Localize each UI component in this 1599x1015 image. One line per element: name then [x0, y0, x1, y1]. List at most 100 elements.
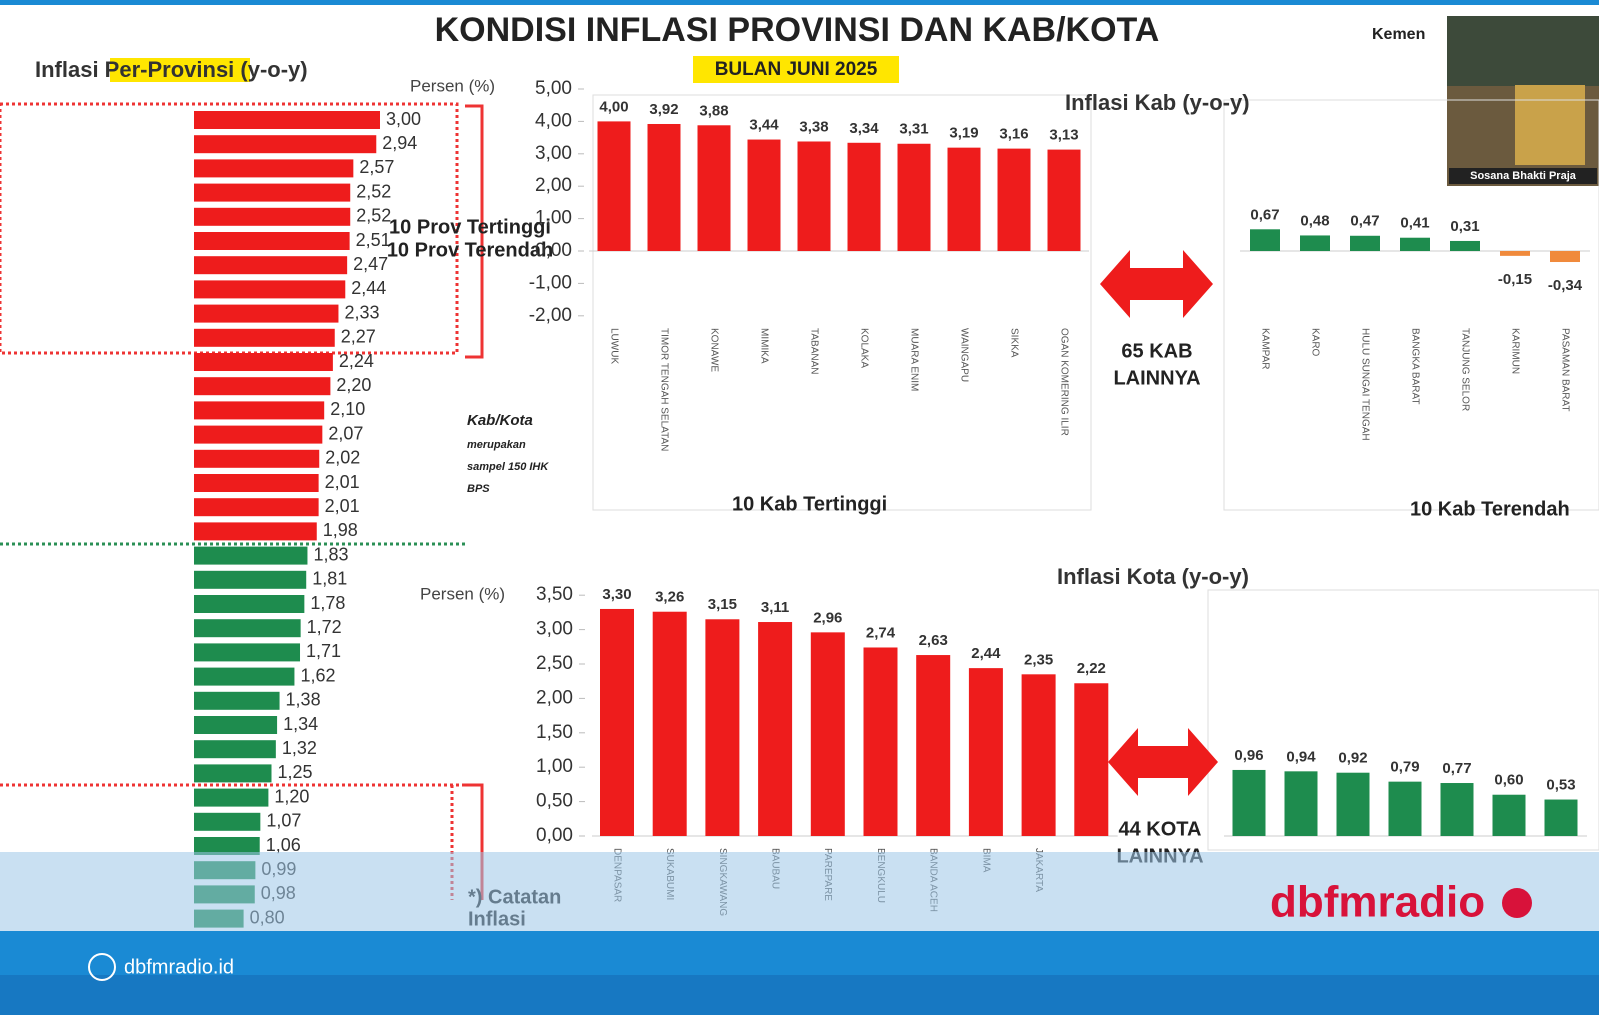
- value-label: -0,34: [1548, 277, 1583, 294]
- bar: [194, 111, 380, 129]
- value-label: 2,22: [1077, 660, 1106, 677]
- value-label: 3,92: [649, 101, 678, 118]
- bar: [194, 764, 272, 783]
- bar: [1284, 771, 1318, 836]
- bar: [194, 449, 320, 468]
- bar: [1450, 240, 1480, 251]
- bar: [194, 328, 335, 347]
- corner-text: Kemen: [1372, 26, 1425, 43]
- bar: [1232, 769, 1266, 836]
- value-label: 1,34: [283, 714, 318, 734]
- value-label: 3,34: [849, 120, 879, 137]
- y-tick-label: 4,00: [535, 110, 572, 131]
- value-label: 3,44: [749, 117, 779, 134]
- value-label: 0,53: [1546, 777, 1575, 794]
- bar: [797, 141, 831, 251]
- value-label: 1,25: [278, 762, 313, 782]
- category-label: KARO: [1309, 328, 1320, 357]
- webcam: Sosana Bhakti Praja: [1447, 16, 1599, 186]
- chart-title: Inflasi Per-Provinsi (y-o-y): [35, 57, 308, 82]
- y-tick-label: 0,00: [536, 825, 573, 846]
- y-tick-label: 1,50: [536, 722, 573, 743]
- bar: [810, 632, 845, 836]
- value-label: 1,98: [323, 520, 358, 540]
- annotation: sampel 150 IHK: [467, 461, 549, 473]
- value-label: 0,92: [1338, 750, 1367, 767]
- y-tick-label: -1,00: [529, 272, 572, 293]
- annotation: 44 KOTA: [1119, 818, 1202, 840]
- bar: [194, 837, 260, 855]
- y-tick-label: 5,00: [535, 78, 572, 99]
- y-tick-label: -2,00: [529, 305, 572, 326]
- subtitle-highlight: [693, 56, 899, 83]
- value-label: 3,13: [1049, 127, 1078, 144]
- bar: [194, 353, 333, 371]
- value-label: 2,94: [382, 133, 417, 153]
- overlay-band: [0, 852, 1599, 932]
- bar: [1544, 799, 1578, 836]
- annotation: 10 Prov Terendah: [387, 239, 553, 261]
- title-highlight: [110, 58, 250, 82]
- bar: [647, 123, 681, 251]
- value-label: 2,44: [351, 278, 386, 298]
- bar: [1250, 229, 1280, 251]
- annotation: BPS: [467, 483, 490, 495]
- y-tick-label: 2,00: [535, 175, 572, 196]
- arrow: [1108, 728, 1218, 796]
- bar: [194, 716, 278, 734]
- value-label: 2,35: [1024, 651, 1053, 668]
- value-label: -0,15: [1498, 271, 1532, 288]
- category-label: TIMOR TENGAH SELATAN: [658, 328, 669, 451]
- value-label: 1,20: [274, 786, 309, 806]
- bar: [758, 622, 793, 836]
- value-label: 1,78: [310, 593, 345, 613]
- bar: [1021, 674, 1056, 836]
- top-strip: [0, 0, 1599, 5]
- value-label: 2,52: [356, 206, 391, 226]
- category-label: LUWUK: [608, 328, 619, 364]
- value-label: 3,38: [799, 118, 828, 135]
- value-label: 2,44: [971, 645, 1001, 662]
- value-label: 0,94: [1286, 748, 1316, 765]
- webcam-caption: Sosana Bhakti Praja: [1470, 170, 1577, 182]
- annotation: merupakan: [467, 439, 526, 451]
- value-label: 0,47: [1350, 213, 1379, 230]
- y-tick-label: 3,00: [535, 143, 572, 164]
- bar: [194, 522, 317, 541]
- value-label: 2,63: [919, 632, 948, 649]
- value-label: 2,01: [325, 496, 360, 516]
- group-label: 10 Kab Terendah: [1410, 498, 1570, 520]
- value-label: 1,83: [313, 544, 348, 564]
- annotation: LAINNYA: [1113, 367, 1200, 389]
- category-label: OGAN KOMERING ILIR: [1058, 328, 1069, 436]
- bar: [194, 304, 339, 323]
- bar: [1400, 237, 1430, 251]
- category-label: MIMIKA: [758, 328, 769, 364]
- y-tick-label: 1,00: [536, 756, 573, 777]
- value-label: 1,38: [286, 690, 321, 710]
- bar: [947, 147, 981, 251]
- footer-brand: dbfmradio: [1270, 878, 1485, 927]
- value-label: 2,52: [356, 181, 391, 201]
- category-label: KOLAKA: [858, 328, 869, 368]
- bar: [194, 595, 305, 613]
- bar: [194, 207, 351, 226]
- bar: [194, 401, 325, 420]
- bar: [194, 546, 308, 565]
- value-label: 0,31: [1450, 218, 1479, 235]
- value-label: 3,19: [949, 125, 978, 142]
- bar: [194, 788, 269, 807]
- y-axis-label: Persen (%): [410, 76, 495, 95]
- value-label: 1,71: [306, 641, 341, 661]
- bar: [194, 812, 261, 831]
- value-label: 2,57: [359, 157, 394, 177]
- y-tick-label: 0,00: [535, 240, 572, 261]
- bar: [916, 655, 951, 836]
- bar: [697, 125, 731, 251]
- annotation: Kab/Kota: [467, 412, 533, 429]
- category-label: KARIMUN: [1509, 328, 1520, 374]
- value-label: 3,11: [761, 599, 789, 616]
- dotted-frames: [0, 102, 465, 900]
- value-label: 2,01: [325, 472, 360, 492]
